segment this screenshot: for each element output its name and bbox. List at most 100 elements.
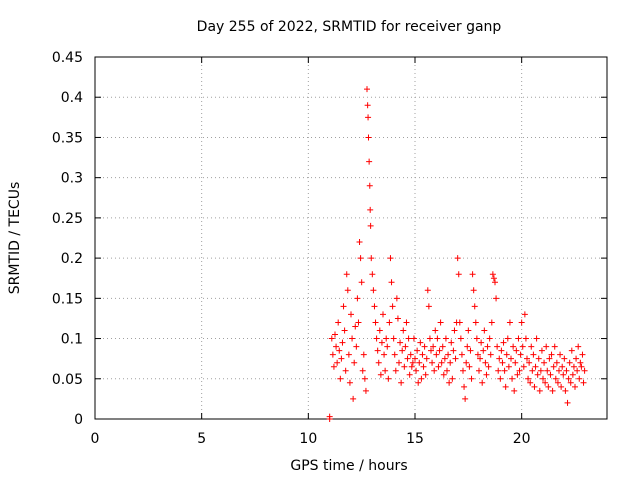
data-point xyxy=(533,335,540,342)
data-point xyxy=(364,86,370,93)
data-point xyxy=(481,327,488,334)
data-point xyxy=(566,359,573,366)
data-point xyxy=(429,359,436,366)
data-point xyxy=(355,319,362,326)
data-point xyxy=(556,367,562,374)
data-point xyxy=(464,343,471,350)
grid xyxy=(95,57,607,419)
data-point xyxy=(416,359,423,366)
data-point xyxy=(569,371,576,378)
data-point xyxy=(412,355,418,362)
data-point xyxy=(428,347,434,354)
data-point xyxy=(551,343,558,350)
data-point xyxy=(572,383,578,390)
data-point xyxy=(385,375,392,382)
data-point xyxy=(477,355,484,362)
data-point xyxy=(489,271,496,278)
data-point xyxy=(548,351,555,358)
data-point xyxy=(434,335,441,342)
data-point xyxy=(336,347,343,354)
data-point xyxy=(494,343,501,350)
data-point xyxy=(431,367,438,374)
data-point xyxy=(389,303,396,310)
x-tick-label: 10 xyxy=(299,431,317,447)
data-point xyxy=(488,319,495,326)
data-point xyxy=(538,347,545,354)
data-point xyxy=(384,343,391,350)
data-point xyxy=(394,315,401,322)
data-point xyxy=(344,287,351,294)
data-point xyxy=(462,395,469,402)
data-point xyxy=(455,271,462,278)
data-point xyxy=(359,367,366,374)
data-point xyxy=(403,319,410,326)
data-point xyxy=(401,363,408,370)
data-point xyxy=(360,351,367,358)
data-point xyxy=(426,335,433,342)
data-point xyxy=(522,335,529,342)
data-point xyxy=(452,355,459,362)
chart-title: Day 255 of 2022, SRMTID for receiver gan… xyxy=(197,19,502,35)
data-point xyxy=(505,363,512,370)
data-point xyxy=(512,359,519,366)
data-point xyxy=(367,206,374,213)
data-point xyxy=(436,347,443,354)
data-point xyxy=(440,371,447,378)
data-point xyxy=(570,363,577,370)
data-point xyxy=(460,367,466,374)
data-point xyxy=(330,363,337,370)
data-point xyxy=(420,363,427,370)
data-point xyxy=(524,355,530,362)
data-point xyxy=(446,379,453,386)
y-tick-label: 0.05 xyxy=(52,372,83,388)
data-point xyxy=(501,367,508,374)
data-point xyxy=(383,335,390,342)
data-point xyxy=(369,271,376,278)
data-point xyxy=(485,363,492,370)
data-point xyxy=(516,367,523,374)
y-tick-label: 0 xyxy=(74,412,83,428)
y-tick-label: 0.4 xyxy=(61,90,83,106)
data-point xyxy=(413,367,420,374)
data-point xyxy=(396,359,402,366)
data-point xyxy=(445,351,452,358)
data-point xyxy=(535,355,542,362)
data-point xyxy=(377,371,384,378)
data-point xyxy=(565,375,572,382)
data-point xyxy=(559,363,566,370)
data-point xyxy=(370,287,377,294)
data-point xyxy=(365,134,372,141)
data-point xyxy=(392,367,399,374)
data-point xyxy=(378,339,385,346)
data-point xyxy=(520,363,527,370)
data-point xyxy=(386,319,393,326)
data-point xyxy=(423,355,430,362)
y-tick-label: 0.45 xyxy=(52,50,83,66)
data-point xyxy=(510,343,517,350)
data-point xyxy=(393,295,400,302)
data-point xyxy=(483,371,490,378)
data-point xyxy=(580,379,587,386)
data-point xyxy=(456,319,463,326)
data-point xyxy=(499,359,506,366)
data-point xyxy=(337,375,344,382)
data-point xyxy=(438,359,445,366)
data-point xyxy=(562,387,569,394)
data-point xyxy=(348,311,354,318)
data-point xyxy=(332,331,338,338)
data-point xyxy=(353,343,360,350)
data-point xyxy=(368,255,375,262)
y-tick-label: 0.35 xyxy=(52,130,83,146)
data-point xyxy=(558,383,565,390)
data-point xyxy=(496,355,503,362)
data-point xyxy=(532,363,539,370)
data-point xyxy=(506,319,513,326)
data-point xyxy=(508,355,514,362)
data-point xyxy=(497,375,504,382)
data-point xyxy=(490,275,497,282)
data-point xyxy=(517,351,524,358)
data-point xyxy=(479,379,486,386)
data-point xyxy=(342,367,349,374)
data-point xyxy=(544,367,551,374)
